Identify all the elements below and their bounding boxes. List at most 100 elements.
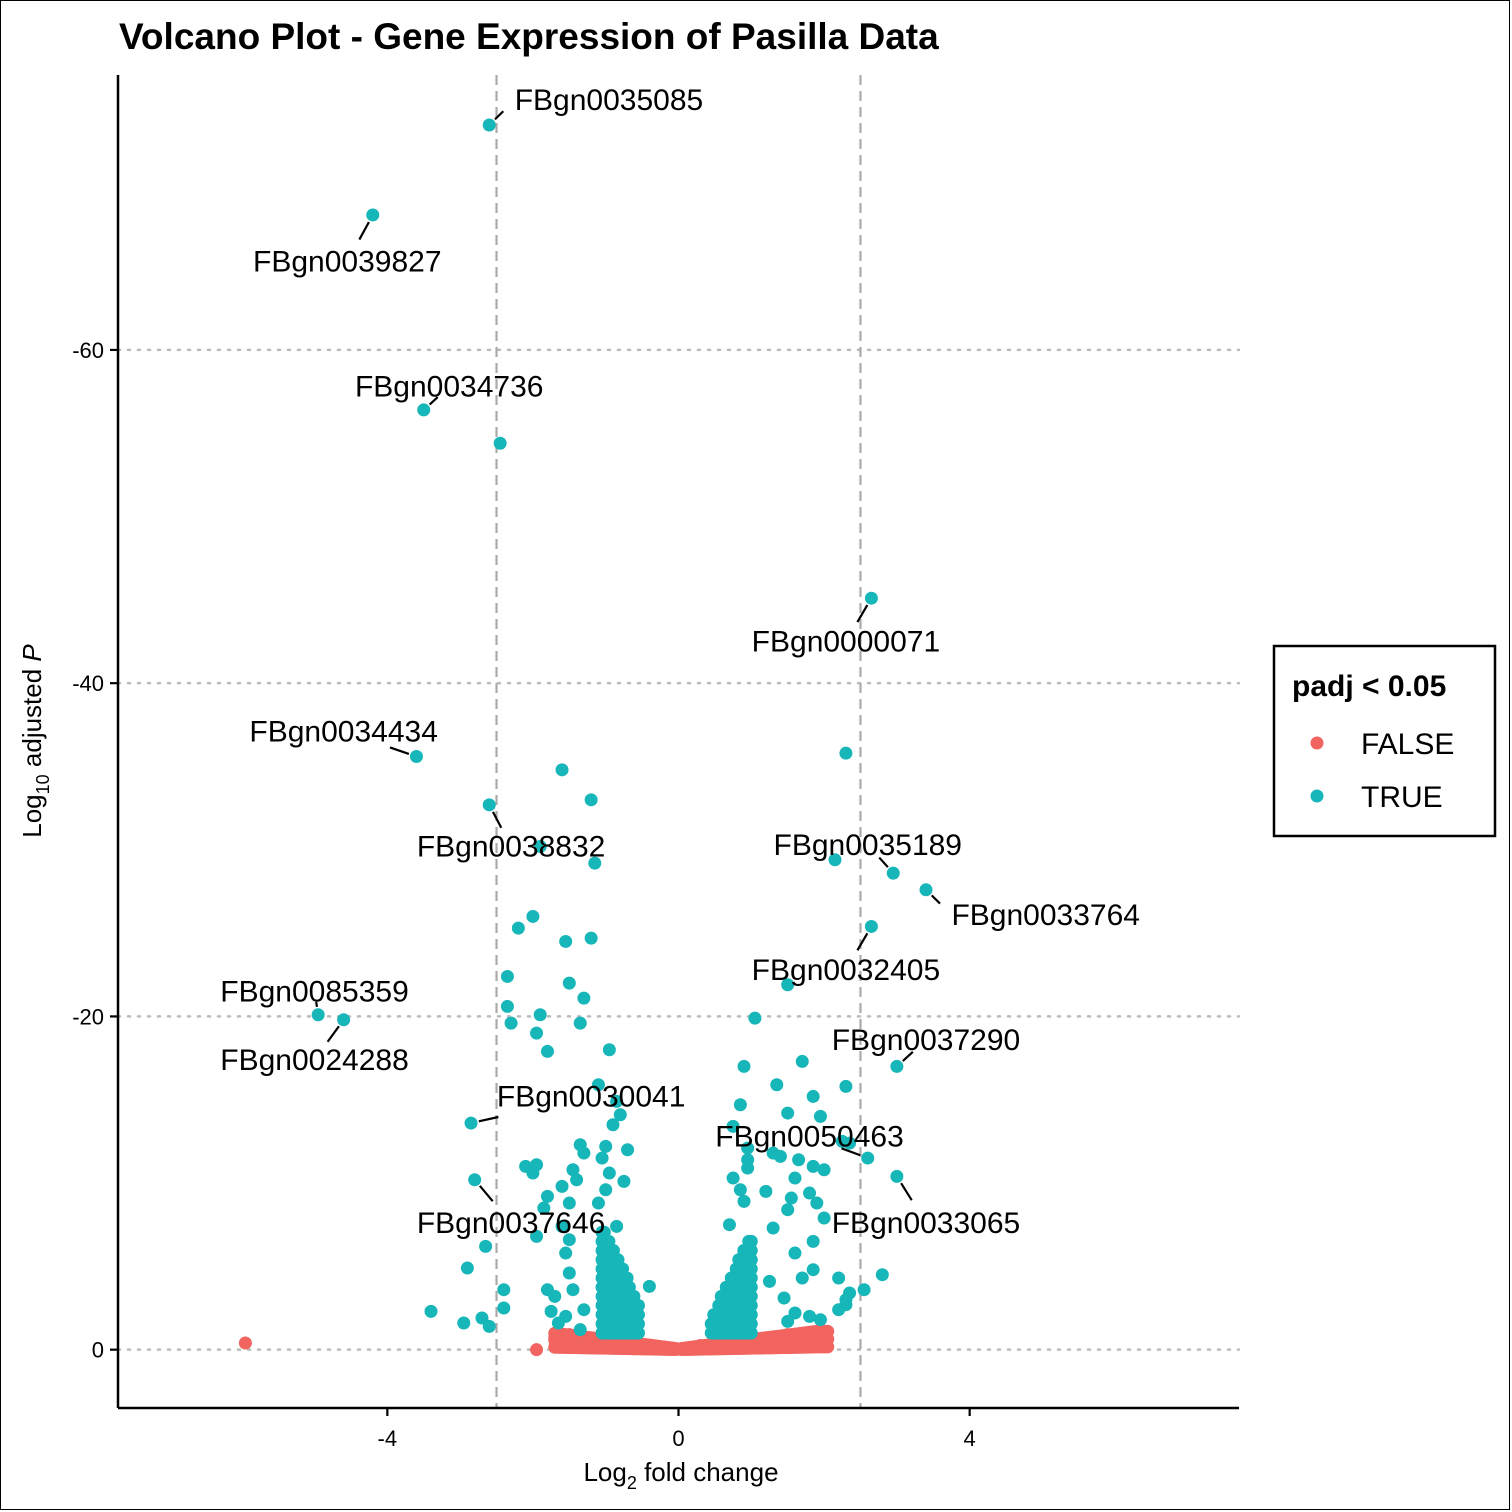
data-point-true [803, 1186, 817, 1200]
points-not-significant [238, 1323, 835, 1357]
label-connector [930, 894, 941, 905]
data-point-true [621, 1143, 635, 1157]
data-point-true [744, 1244, 758, 1258]
data-point-true [562, 1233, 576, 1247]
data-point-true [788, 1171, 802, 1185]
data-point-true [497, 1283, 511, 1297]
data-point-true [577, 1303, 591, 1317]
chart-title: Volcano Plot - Gene Expression of Pasill… [119, 16, 939, 57]
data-point-true [733, 1098, 747, 1112]
data-point-true [839, 1079, 853, 1093]
data-point-true [555, 763, 569, 777]
data-point-true [781, 978, 795, 992]
data-point-true [784, 1191, 798, 1205]
points-significant [311, 118, 933, 1340]
gene-label: FBgn0037290 [832, 1024, 1021, 1057]
data-point-true [766, 1221, 780, 1235]
label-connector [494, 110, 505, 121]
data-point-true [540, 1189, 554, 1203]
data-point-labeled [417, 403, 431, 417]
data-point-true [788, 1246, 802, 1260]
data-point-true [762, 1274, 776, 1288]
gene-label: FBgn0032405 [752, 954, 941, 987]
data-point-true [828, 853, 842, 867]
data-point-true [482, 1319, 496, 1333]
data-point-true [726, 1119, 740, 1133]
data-point-true [559, 934, 573, 948]
data-point-true [806, 1159, 820, 1173]
data-point-true [504, 1016, 518, 1030]
data-point-true [744, 1253, 758, 1267]
gene-label: FBgn0033065 [832, 1207, 1021, 1240]
axis-ticks: -60-40-200-4 0 4 [72, 338, 976, 1451]
data-point-true [642, 1279, 656, 1293]
data-point-true [806, 1234, 820, 1248]
data-point-true [533, 839, 547, 853]
label-connector [491, 811, 503, 829]
label-connector [478, 1115, 499, 1123]
data-point-true [839, 746, 853, 760]
data-point-true [570, 1173, 584, 1187]
legend-true-label: TRUE [1361, 781, 1443, 814]
data-point-true [559, 1246, 573, 1260]
data-point-true [617, 1174, 631, 1188]
data-point-true [773, 1149, 787, 1163]
legend: padj < 0.05 FALSE TRUE [1272, 644, 1497, 838]
data-point-true [530, 1026, 544, 1040]
label-connector [358, 221, 370, 241]
data-point-true [500, 969, 514, 983]
data-point-true [744, 1271, 758, 1285]
data-point-true [577, 991, 591, 1005]
data-point-true [806, 1263, 820, 1277]
gene-label: FBgn0034736 [355, 371, 544, 404]
data-point-true [832, 1271, 846, 1285]
data-point-true [533, 1008, 547, 1022]
data-point-true [737, 1194, 751, 1208]
data-point-labeled [890, 1059, 904, 1073]
data-point-true [599, 1139, 613, 1153]
gene-label: FBgn0050463 [715, 1120, 904, 1153]
data-point-false [530, 1343, 544, 1357]
data-point-true [781, 1106, 795, 1120]
data-point-true [591, 1196, 605, 1210]
gene-label: FBgn0037646 [417, 1207, 606, 1240]
data-point-true [777, 1291, 791, 1305]
data-point-true [555, 1179, 569, 1193]
label-connector [389, 746, 410, 755]
data-point-true [806, 1089, 820, 1103]
data-point-true [744, 1289, 758, 1303]
data-point-true [537, 1201, 551, 1215]
data-point-labeled [890, 1169, 904, 1183]
label-connector [902, 1050, 914, 1062]
data-point-labeled [864, 591, 878, 605]
x-tick-label: 0 [672, 1426, 684, 1451]
data-point-true [424, 1304, 438, 1318]
data-point-true [497, 1301, 511, 1315]
data-point-labeled [311, 1008, 325, 1022]
data-point-true [744, 1262, 758, 1276]
data-point-true [610, 1219, 624, 1233]
label-connector [856, 604, 869, 623]
gene-label: FBgn0033764 [951, 899, 1139, 932]
data-point-true [857, 1283, 871, 1297]
data-point-true [530, 1229, 544, 1243]
data-point-labeled [409, 749, 423, 763]
legend-true-swatch [1310, 789, 1324, 803]
y-tick-label: 0 [92, 1338, 104, 1363]
data-point-true [875, 1268, 889, 1282]
x-tick-label: -4 [378, 1426, 398, 1451]
data-point-true [744, 1299, 758, 1313]
fold-change-cutoff-lines [495, 75, 862, 1408]
data-point-true [803, 1309, 817, 1323]
gene-label: FBgn0024288 [220, 1044, 409, 1077]
data-point-true [781, 1314, 795, 1328]
data-point-true [460, 1261, 474, 1275]
gene-label: FBgn0035085 [515, 84, 704, 117]
y-axis-label: Log10 adjusted P [17, 644, 53, 838]
legend-false-label: FALSE [1361, 728, 1454, 761]
data-point-true [511, 921, 525, 935]
data-point-true [744, 1234, 758, 1248]
data-point-true [631, 1299, 645, 1313]
